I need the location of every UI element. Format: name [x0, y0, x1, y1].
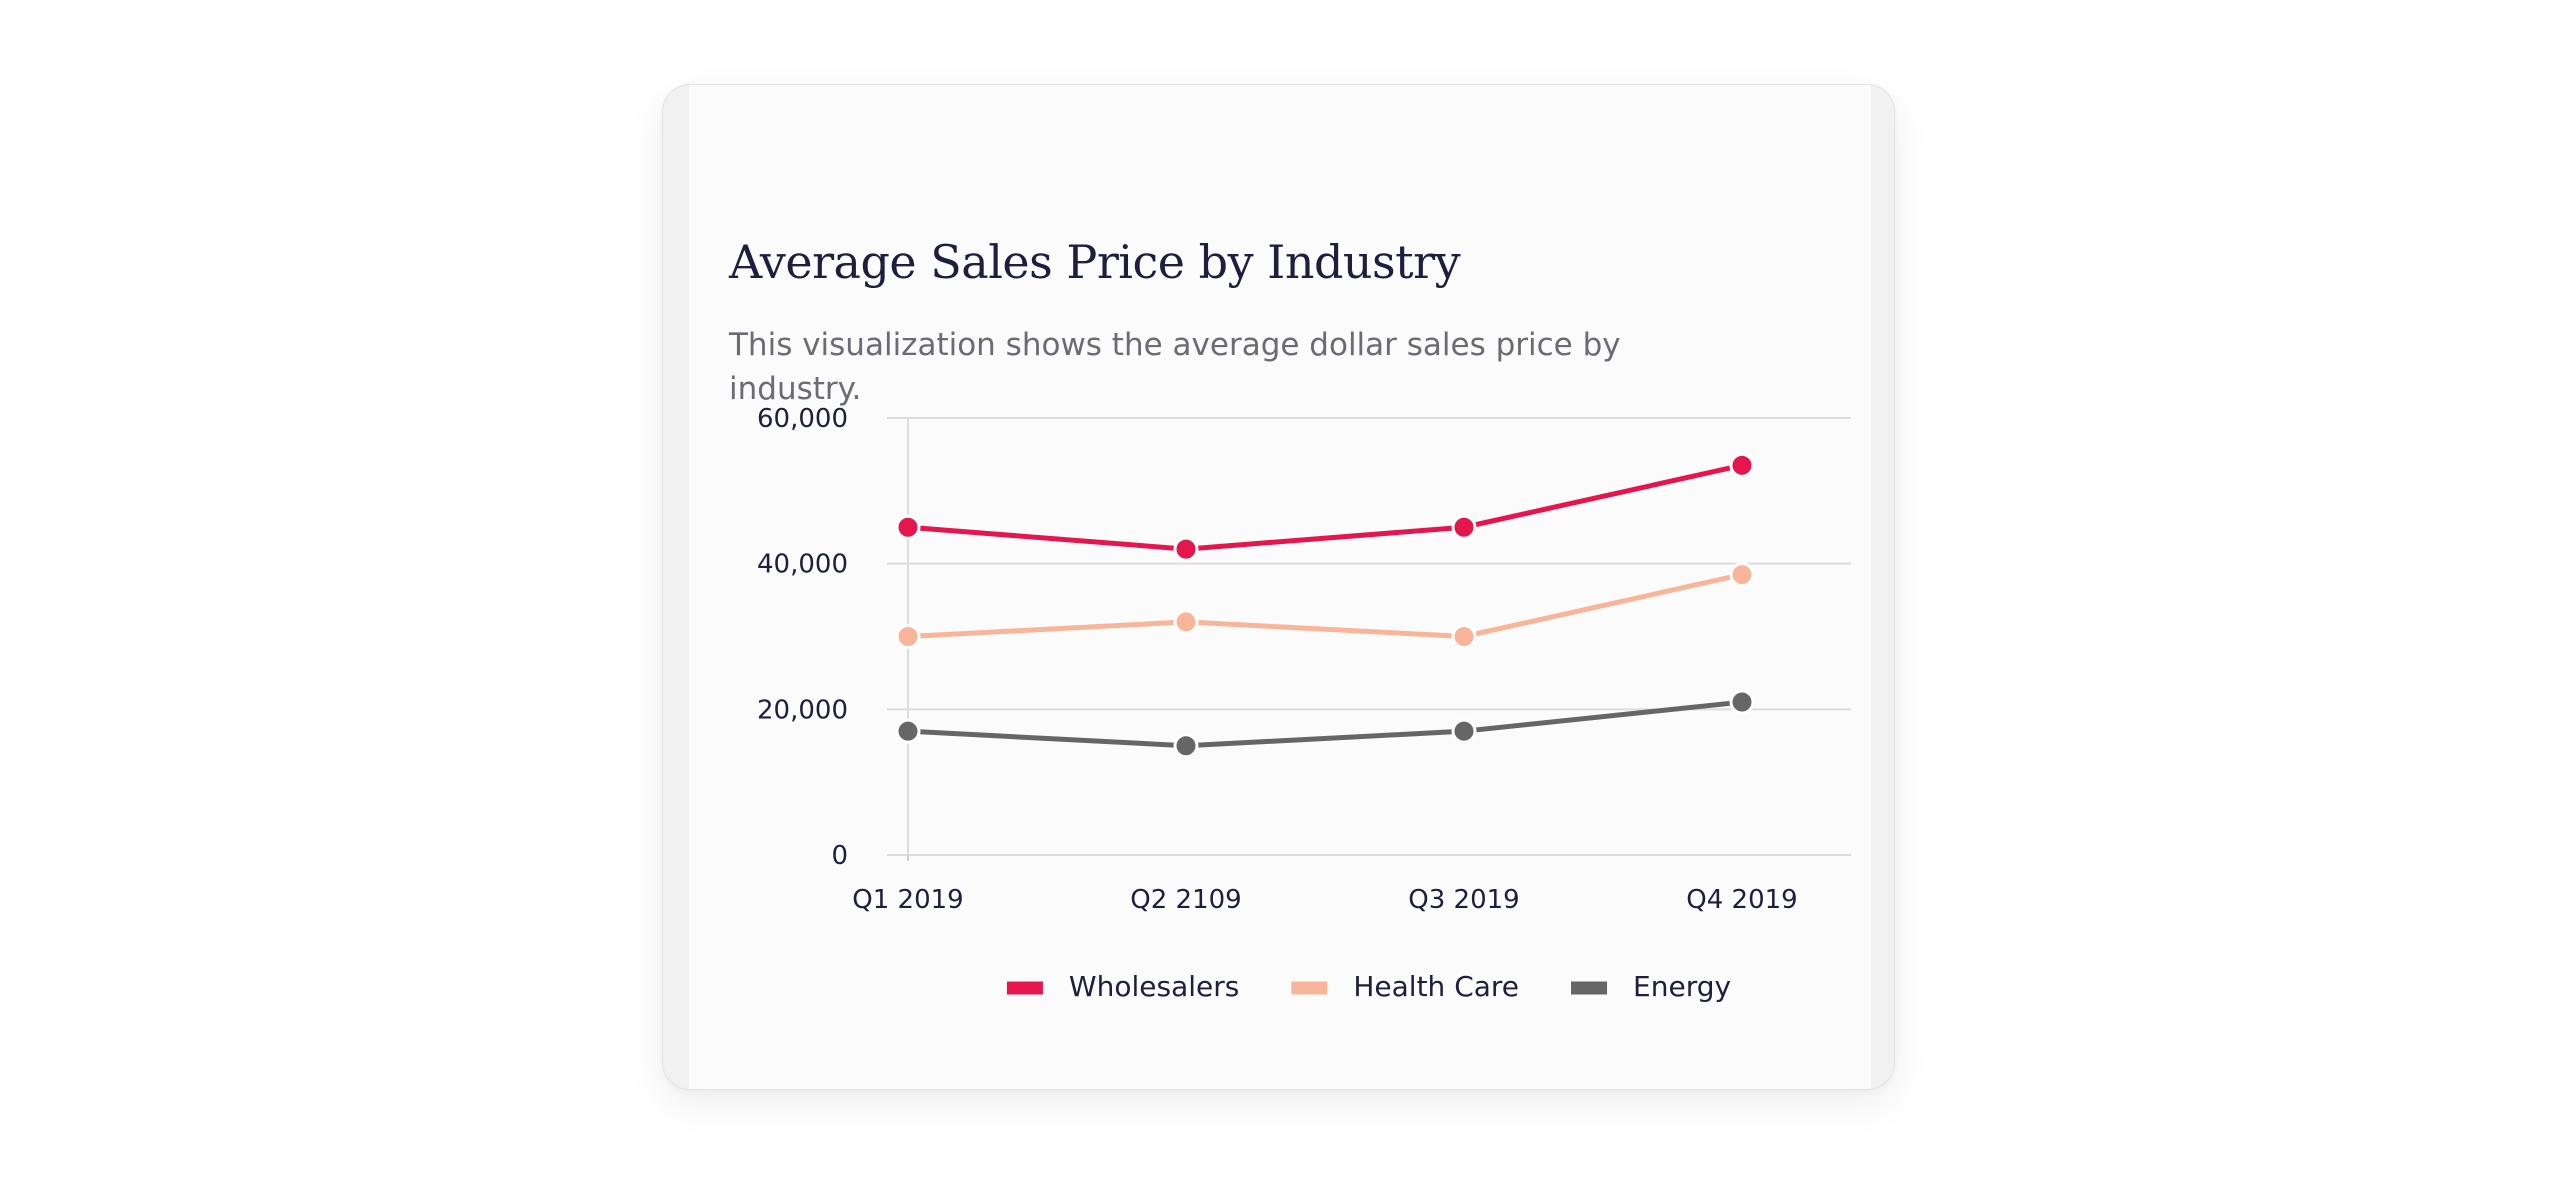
x-tick-label: Q4 2019: [1686, 885, 1797, 915]
data-point[interactable]: [1451, 514, 1477, 540]
legend-label: Energy: [1633, 970, 1731, 1003]
chart-legend: Wholesalers Health Care Energy: [1006, 970, 1731, 1003]
x-axis: Q1 2019 Q2 2109 Q3 2019 Q4 2019: [852, 885, 1797, 915]
data-point[interactable]: [1173, 609, 1199, 635]
data-point[interactable]: [1173, 536, 1199, 562]
legend-item[interactable]: Wholesalers: [1006, 970, 1239, 1003]
data-point[interactable]: [1729, 689, 1755, 715]
data-point[interactable]: [1729, 452, 1755, 478]
series-line: [905, 462, 1745, 552]
series-group: [895, 562, 1755, 649]
chart-subtitle: This visualization shows the average dol…: [729, 327, 1621, 407]
series-line: [905, 572, 1745, 639]
legend-swatch: [1291, 981, 1328, 995]
data-point[interactable]: [895, 514, 921, 540]
y-tick-label: 60,000: [757, 404, 848, 434]
data-point[interactable]: [895, 624, 921, 649]
legend-item[interactable]: Health Care: [1291, 970, 1519, 1003]
y-axis: 0 20,000 40,000 60,000: [757, 404, 848, 871]
legend-item[interactable]: Energy: [1571, 970, 1731, 1003]
data-point[interactable]: [1729, 562, 1755, 588]
x-tick-label: Q2 2109: [1130, 885, 1241, 915]
data-point[interactable]: [1173, 733, 1199, 759]
data-point[interactable]: [895, 718, 921, 744]
y-tick-label: 20,000: [757, 695, 848, 725]
x-tick-label: Q1 2019: [852, 885, 963, 915]
chart-title: Average Sales Price by Industry: [729, 235, 1461, 289]
legend-label: Wholesalers: [1069, 970, 1239, 1003]
data-point[interactable]: [1451, 718, 1477, 744]
x-tick-label: Q3 2019: [1408, 885, 1519, 915]
line-chart: 0 20,000 40,000 60,000 Q1 2019 Q2 2109 Q3 201…: [757, 404, 1851, 1003]
y-tick-label: 0: [831, 841, 848, 871]
y-tick-label: 40,000: [757, 550, 848, 580]
legend-swatch: [1571, 981, 1608, 995]
chart-card: Average Sales Price by Industry This vis…: [662, 84, 1895, 1090]
chart-grid: [887, 417, 1851, 861]
data-point[interactable]: [1451, 624, 1477, 649]
chart-series: [895, 452, 1755, 759]
legend-label: Health Care: [1353, 970, 1519, 1003]
series-group: [895, 689, 1755, 759]
series-line: [905, 699, 1745, 749]
chart-card-body: [689, 85, 1871, 1089]
series-group: [895, 452, 1755, 562]
legend-swatch: [1006, 981, 1043, 995]
